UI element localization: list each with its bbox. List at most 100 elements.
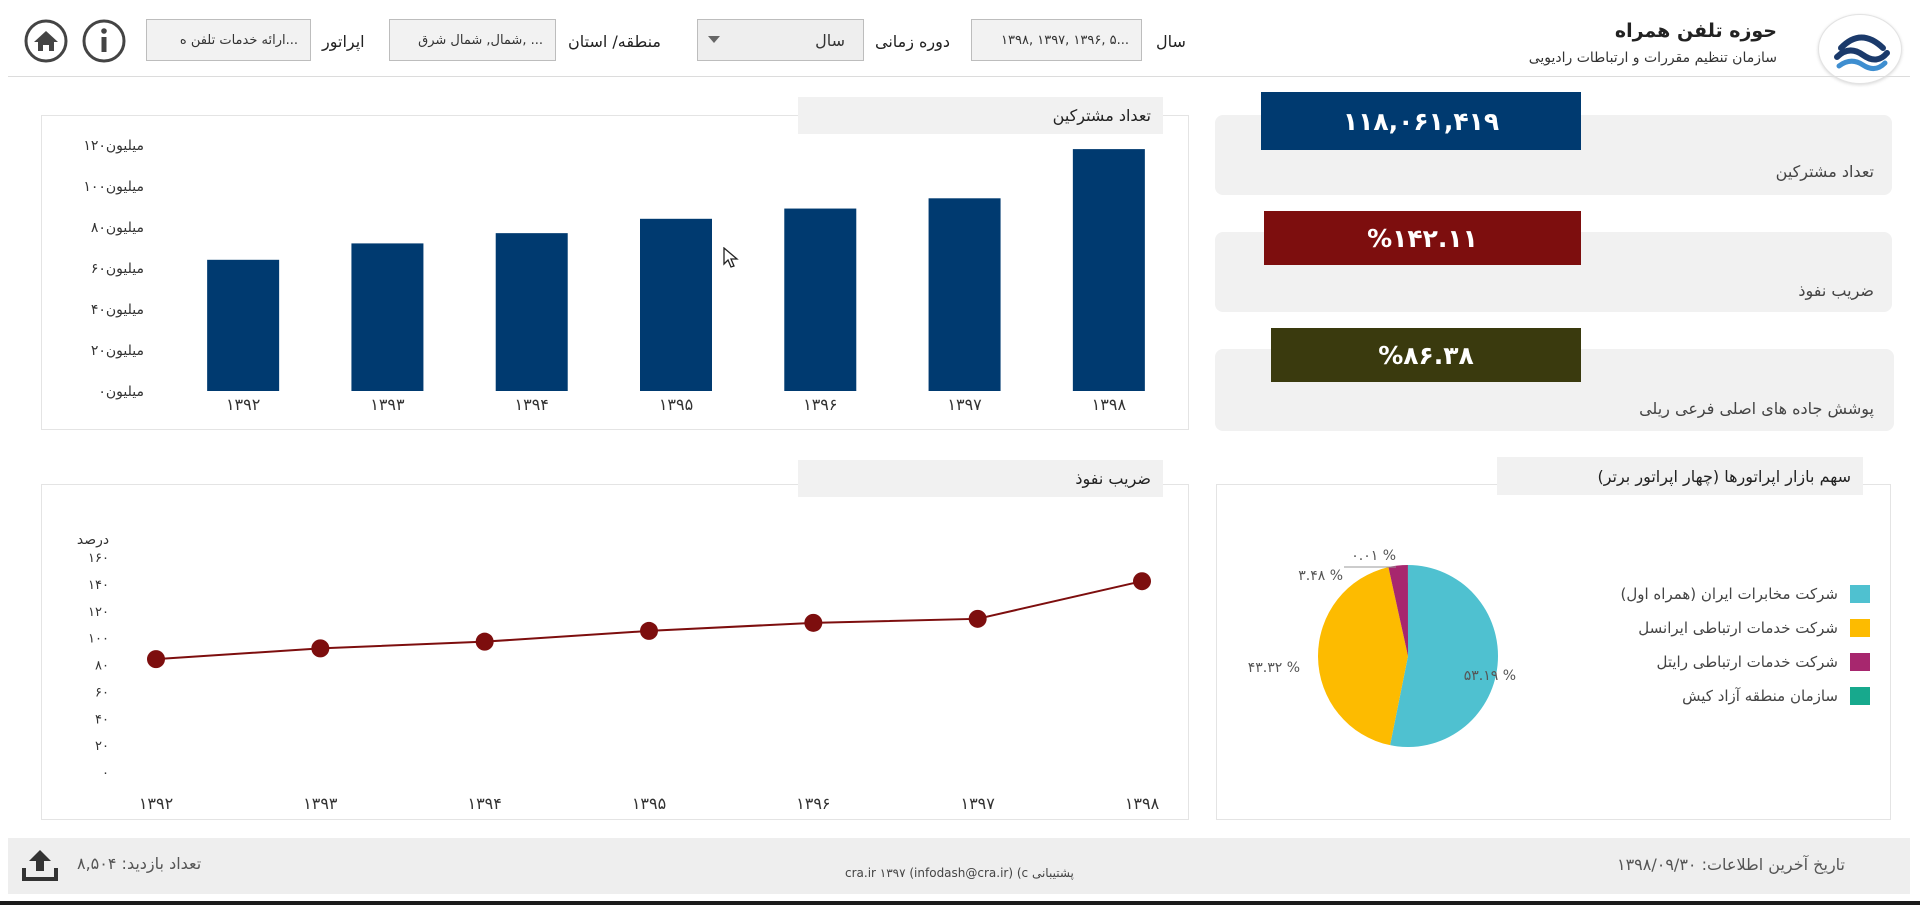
pie-slice-label: ۰.۰۱ % bbox=[1351, 548, 1396, 564]
bar-x-tick: ۱۳۹۷ bbox=[947, 395, 982, 414]
legend-item[interactable]: شرکت مخابرات ایران (همراه اول) bbox=[1620, 585, 1870, 603]
operator-filter-label: اپراتور bbox=[322, 32, 365, 51]
pie-slice[interactable] bbox=[1388, 565, 1408, 656]
legend-label: سازمان منطقه آزاد کیش bbox=[1682, 687, 1838, 705]
footer-bar bbox=[8, 838, 1910, 894]
kpi-subscribers-value: ۱۱۸,۰۶۱,۴۱۹ bbox=[1261, 92, 1581, 150]
legend-label: شرکت خدمات ارتباطی ایرانسل bbox=[1638, 619, 1838, 637]
pie-slice-label: ۵۳.۱۹ % bbox=[1464, 668, 1516, 684]
legend-label: شرکت مخابرات ایران (همراه اول) bbox=[1620, 585, 1838, 603]
subscriber-bar[interactable] bbox=[495, 233, 568, 391]
region-filter-select[interactable]: شمال, شمال شرق, ... bbox=[389, 19, 556, 61]
legend-item[interactable]: شرکت خدمات ارتباطی رایتل bbox=[1657, 653, 1870, 671]
bar-x-tick: ۱۳۹۵ bbox=[659, 395, 693, 414]
line-x-tick: ۱۳۹۴ bbox=[467, 794, 501, 813]
legend-item[interactable]: سازمان منطقه آزاد کیش bbox=[1682, 687, 1870, 705]
subscribers-bar-chart: میلیون۰ میلیون۲۰ میلیون۴۰ میلیون۶۰ میلیون۸۰ م… bbox=[83, 138, 1145, 414]
period-filter-select[interactable]: سال bbox=[697, 19, 864, 61]
legend-swatch bbox=[1850, 687, 1870, 705]
kpi-coverage-value: %۸۶.۳۸ bbox=[1271, 328, 1581, 382]
line-x-tick: ۱۳۹۷ bbox=[960, 794, 995, 813]
subscriber-bar[interactable] bbox=[207, 259, 280, 391]
penetration-point[interactable] bbox=[1133, 572, 1151, 591]
kpi-penetration-label: ضریب نفوذ bbox=[1798, 281, 1874, 300]
subscriber-bar[interactable] bbox=[928, 198, 1001, 391]
penetration-line bbox=[155, 580, 1143, 661]
info-button[interactable] bbox=[79, 19, 129, 63]
period-filter-value: سال bbox=[815, 30, 845, 50]
header-divider bbox=[8, 76, 1910, 77]
market-share-legend: شرکت مخابرات ایران (همراه اول) شرکت خدمات… bbox=[1600, 585, 1870, 725]
bar-x-tick: ۱۳۹۳ bbox=[370, 395, 405, 414]
line-y-tick: ۲۰ bbox=[95, 739, 109, 754]
bottom-edge bbox=[0, 901, 1920, 905]
bar-y-tick: میلیون۲۰ bbox=[91, 343, 144, 359]
line-y-tick: ۱۲۰ bbox=[88, 605, 109, 620]
line-y-tick: ۰ bbox=[102, 766, 109, 781]
info-icon bbox=[82, 19, 126, 63]
legend-swatch bbox=[1850, 653, 1870, 671]
line-x-tick: ۱۳۹۸ bbox=[1125, 794, 1160, 813]
bar-y-tick: میلیون۱۲۰ bbox=[83, 138, 144, 154]
bar-y-tick: میلیون۱۰۰ bbox=[83, 179, 144, 195]
bar-y-tick: میلیون۴۰ bbox=[91, 302, 144, 318]
penetration-point[interactable] bbox=[804, 613, 823, 632]
penetration-point[interactable] bbox=[640, 621, 658, 640]
penetration-point[interactable] bbox=[968, 609, 987, 628]
line-y-tick: ۸۰ bbox=[95, 659, 109, 674]
bar-y-tick: میلیون۰ bbox=[98, 384, 144, 400]
penetration-chart-panel bbox=[41, 484, 1189, 820]
period-filter-label: دوره زمانی bbox=[875, 32, 951, 51]
bar-x-tick: ۱۳۹۸ bbox=[1092, 395, 1127, 414]
line-y-axis-label: درصد bbox=[77, 532, 109, 548]
line-x-tick: ۱۳۹۲ bbox=[139, 794, 173, 813]
penetration-point[interactable] bbox=[475, 632, 494, 651]
cra-logo bbox=[1818, 14, 1902, 84]
bar-x-tick: ۱۳۹۶ bbox=[803, 395, 837, 414]
visit-count-text: تعداد بازدید: ۸,۵۰۴ bbox=[77, 854, 202, 873]
legend-item[interactable]: شرکت خدمات ارتباطی ایرانسل bbox=[1638, 619, 1870, 637]
subscriber-bar[interactable] bbox=[640, 218, 712, 391]
kpi-coverage-label: پوشش جاده های اصلی فرعی ریلی bbox=[1639, 399, 1874, 418]
kpi-subscribers-label: تعداد مشترکین bbox=[1775, 162, 1874, 181]
last-update-text: تاریخ آخرین اطلاعات: ۱۳۹۸/۰۹/۳۰ bbox=[1616, 855, 1845, 874]
market-share-title: سهم بازار اپراتورها (چهار اپراتور برتر) bbox=[1497, 457, 1863, 495]
bar-y-tick: میلیون۸۰ bbox=[91, 220, 144, 236]
kpi-penetration-value: %۱۴۲.۱۱ bbox=[1264, 211, 1581, 265]
subscriber-bar[interactable] bbox=[351, 243, 424, 391]
year-filter-select[interactable]: ۱۳۹۸, ۱۳۹۷, ۱۳۹۶, ۵... bbox=[971, 19, 1142, 61]
upload-icon bbox=[22, 850, 58, 881]
bar-y-tick: میلیون۶۰ bbox=[91, 261, 144, 277]
pie-slice-label: ۴۳.۳۲ % bbox=[1248, 660, 1300, 676]
home-icon bbox=[24, 19, 68, 63]
home-button[interactable] bbox=[21, 19, 71, 63]
line-x-tick: ۱۳۹۵ bbox=[632, 794, 666, 813]
chevron-down-icon bbox=[708, 36, 720, 43]
region-filter-label: منطقه/ استان bbox=[568, 32, 661, 51]
mouse-cursor bbox=[723, 246, 739, 273]
legend-swatch bbox=[1850, 585, 1870, 603]
pie-slice-label: ۳.۴۸ % bbox=[1298, 568, 1343, 584]
line-y-tick: ۱۴۰ bbox=[88, 578, 109, 593]
penetration-point[interactable] bbox=[311, 639, 330, 658]
market-share-pie-chart: ۵۳.۱۹ % ۴۳.۳۲ % ۳.۴۸ % ۰.۰۱ % bbox=[1248, 548, 1516, 747]
support-text: cra.ir ۱۳۹۷ (infodash@cra.ir) (c پشتیبان… bbox=[845, 866, 1074, 880]
export-button[interactable] bbox=[20, 846, 60, 884]
subscriber-bar[interactable] bbox=[1072, 149, 1145, 391]
line-x-tick: ۱۳۹۶ bbox=[796, 794, 830, 813]
penetration-chart-title: ضریب نفوذ bbox=[798, 460, 1163, 497]
penetration-line-chart: درصد ۰ ۲۰ ۴۰ ۶۰ ۸۰ ۱۰۰ ۱۲۰ ۱۴۰ ۱۶۰ ۱۳۹۲ ۱۳۹۳ ۱۳۹۴ ۱۳۹… bbox=[77, 532, 1160, 813]
line-y-tick: ۶۰ bbox=[95, 685, 109, 700]
pie-slice[interactable] bbox=[1390, 565, 1499, 747]
line-x-tick: ۱۳۹۳ bbox=[303, 794, 338, 813]
subscribers-chart-title: تعداد مشترکین bbox=[798, 97, 1163, 134]
line-y-tick: ۴۰ bbox=[95, 712, 109, 727]
page-subtitle: سازمان تنظیم مقررات و ارتباطات رادیویی bbox=[1528, 50, 1777, 66]
line-y-tick: ۱۶۰ bbox=[88, 551, 109, 566]
line-y-tick: ۱۰۰ bbox=[88, 632, 109, 647]
operator-filter-select[interactable]: ارائه خدمات تلفن ه... bbox=[146, 19, 311, 61]
pie-slice[interactable] bbox=[1318, 567, 1408, 746]
subscriber-bar[interactable] bbox=[784, 208, 857, 391]
year-filter-label: سال bbox=[1156, 32, 1186, 51]
penetration-point[interactable] bbox=[147, 650, 165, 669]
